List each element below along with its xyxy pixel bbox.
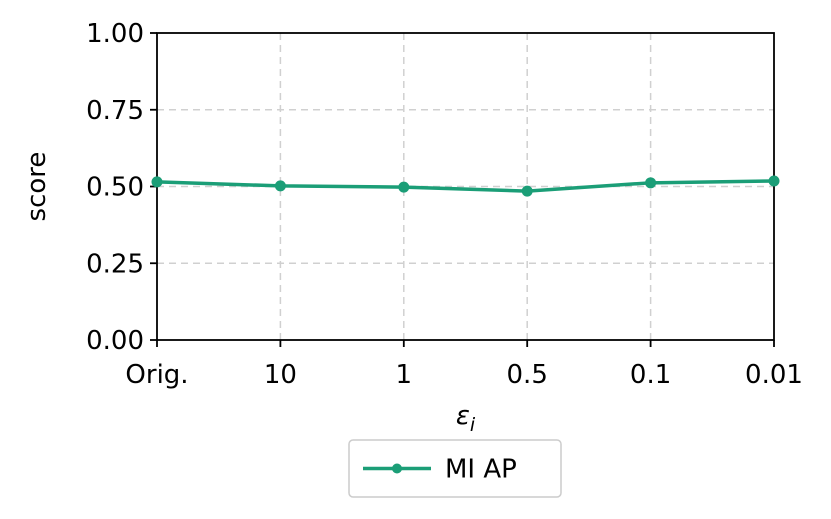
legend-series-label: MI AP	[445, 455, 517, 485]
data-point	[398, 181, 410, 193]
series-line	[155, 179, 776, 193]
y-axis: 0.00 0.25 0.50 0.75 1.00	[86, 19, 157, 356]
x-tick-label: 0.01	[745, 360, 803, 390]
legend: MI AP	[348, 439, 562, 498]
data-point	[521, 185, 533, 197]
data-point	[274, 180, 286, 192]
x-axis: Orig. 10 1 0.5 0.1 0.01	[125, 340, 803, 390]
x-tick-label: 0.5	[507, 360, 548, 390]
x-axis-title-base: ε	[456, 401, 470, 431]
y-tick-label: 0.00	[86, 326, 144, 356]
x-axis-title-subscript: i	[470, 414, 476, 436]
data-point	[151, 176, 163, 188]
x-tick-label: Orig.	[125, 360, 188, 390]
y-tick-label: 0.25	[86, 249, 144, 279]
x-tick-label: 1	[396, 360, 413, 390]
x-tick-label: 10	[264, 360, 297, 390]
series-layer	[151, 175, 780, 197]
y-tick-label: 1.00	[86, 19, 144, 49]
y-tick-label: 0.75	[86, 96, 144, 126]
x-axis-title: εi	[456, 401, 476, 436]
y-axis-title: score	[22, 152, 52, 222]
data-point	[768, 175, 780, 187]
legend-series-marker	[392, 463, 402, 474]
x-tick-label: 0.1	[630, 360, 671, 390]
y-tick-label: 0.50	[86, 173, 144, 203]
data-point	[645, 177, 657, 189]
legend-box	[348, 439, 562, 498]
